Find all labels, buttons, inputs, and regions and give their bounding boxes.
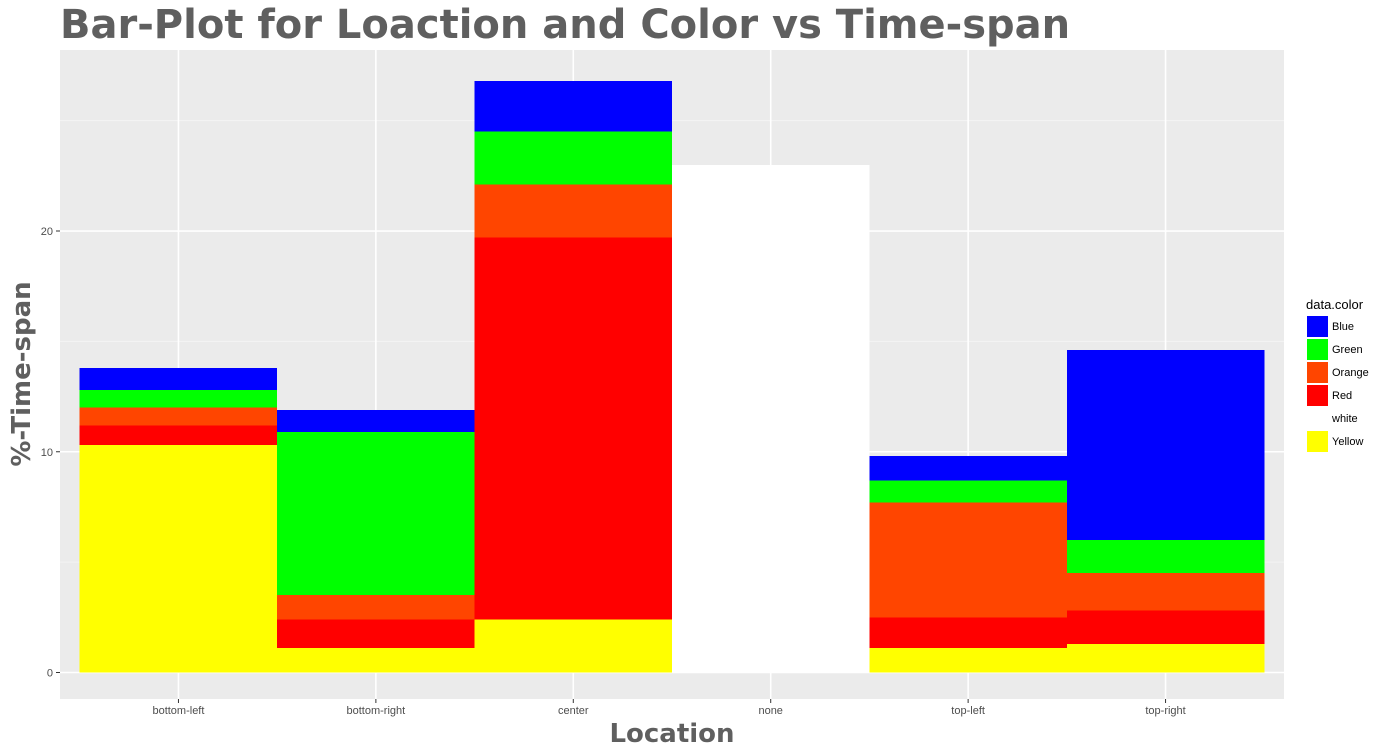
bar-segment-top-left-red — [869, 617, 1067, 649]
bar-segment-bottom-left-orange — [79, 407, 278, 426]
legend-label-white: white — [1331, 413, 1358, 425]
bar-segment-top-right-green — [1066, 540, 1265, 574]
bar-segment-center-orange — [474, 184, 672, 238]
y-axis-title: %-Time-span — [7, 281, 37, 466]
legend-label-red: Red — [1332, 390, 1352, 402]
bar-segment-top-left-orange — [869, 502, 1067, 618]
x-tick-label-top-right: top-right — [1145, 705, 1185, 717]
legend-label-green: Green — [1332, 344, 1363, 356]
bar-segment-top-left-blue — [869, 456, 1067, 481]
bar-segment-bottom-right-orange — [277, 595, 475, 620]
bar-segment-top-right-yellow — [1066, 643, 1265, 673]
y-tick-label: 20 — [41, 226, 53, 238]
bar-segment-center-green — [474, 131, 672, 185]
bar-segment-top-right-blue — [1066, 350, 1265, 541]
bar-segment-bottom-left-red — [79, 425, 278, 446]
x-tick-label-bottom-left: bottom-left — [152, 705, 204, 717]
bar-segment-bottom-left-yellow — [79, 445, 278, 673]
bar-segment-center-blue — [474, 80, 672, 132]
bar-segment-bottom-left-blue — [79, 367, 278, 390]
bar-segment-none-white — [672, 164, 870, 673]
bar-segment-center-red — [474, 237, 672, 620]
bar-segment-bottom-right-red — [277, 619, 475, 649]
x-tick-label-center: center — [558, 705, 589, 717]
legend-label-orange: Orange — [1332, 367, 1369, 379]
bar-segment-bottom-right-yellow — [277, 648, 475, 673]
bar-segment-center-yellow — [474, 619, 672, 673]
x-tick-label-none: none — [758, 705, 782, 717]
x-axis-title: Location — [609, 719, 734, 749]
bar-segment-top-left-green — [869, 480, 1067, 503]
bar-segment-bottom-left-green — [79, 389, 278, 408]
bar-segment-top-right-red — [1066, 610, 1265, 644]
legend-key-yellow — [1307, 431, 1328, 452]
x-tick-label-bottom-right: bottom-right — [347, 705, 406, 717]
legend-label-yellow: Yellow — [1332, 436, 1363, 448]
legend-title: data.color — [1306, 297, 1364, 312]
legend-key-green — [1307, 339, 1328, 360]
bar-segment-bottom-right-green — [277, 431, 475, 596]
bar-segment-bottom-right-blue — [277, 409, 475, 432]
chart-title: Bar-Plot for Loaction and Color vs Time-… — [60, 2, 1070, 48]
bars — [79, 80, 1265, 673]
legend-label-blue: Blue — [1332, 321, 1354, 333]
y-axis-ticks: 0 10 20 — [41, 226, 60, 680]
x-axis-ticks: bottom-left bottom-right center none top-lef… — [152, 699, 1186, 717]
legend-key-orange — [1307, 362, 1328, 383]
legend-key-white — [1307, 408, 1328, 429]
bar-segment-top-left-yellow — [869, 648, 1067, 673]
bar-segment-top-right-orange — [1066, 573, 1265, 611]
legend-key-blue — [1307, 316, 1328, 337]
legend: data.color Blue Green Orange Red white Yellow — [1306, 297, 1369, 452]
legend-key-red — [1307, 385, 1328, 406]
y-tick-label: 0 — [47, 668, 53, 680]
x-tick-label-top-left: top-left — [951, 705, 985, 717]
y-tick-label: 10 — [41, 447, 53, 459]
